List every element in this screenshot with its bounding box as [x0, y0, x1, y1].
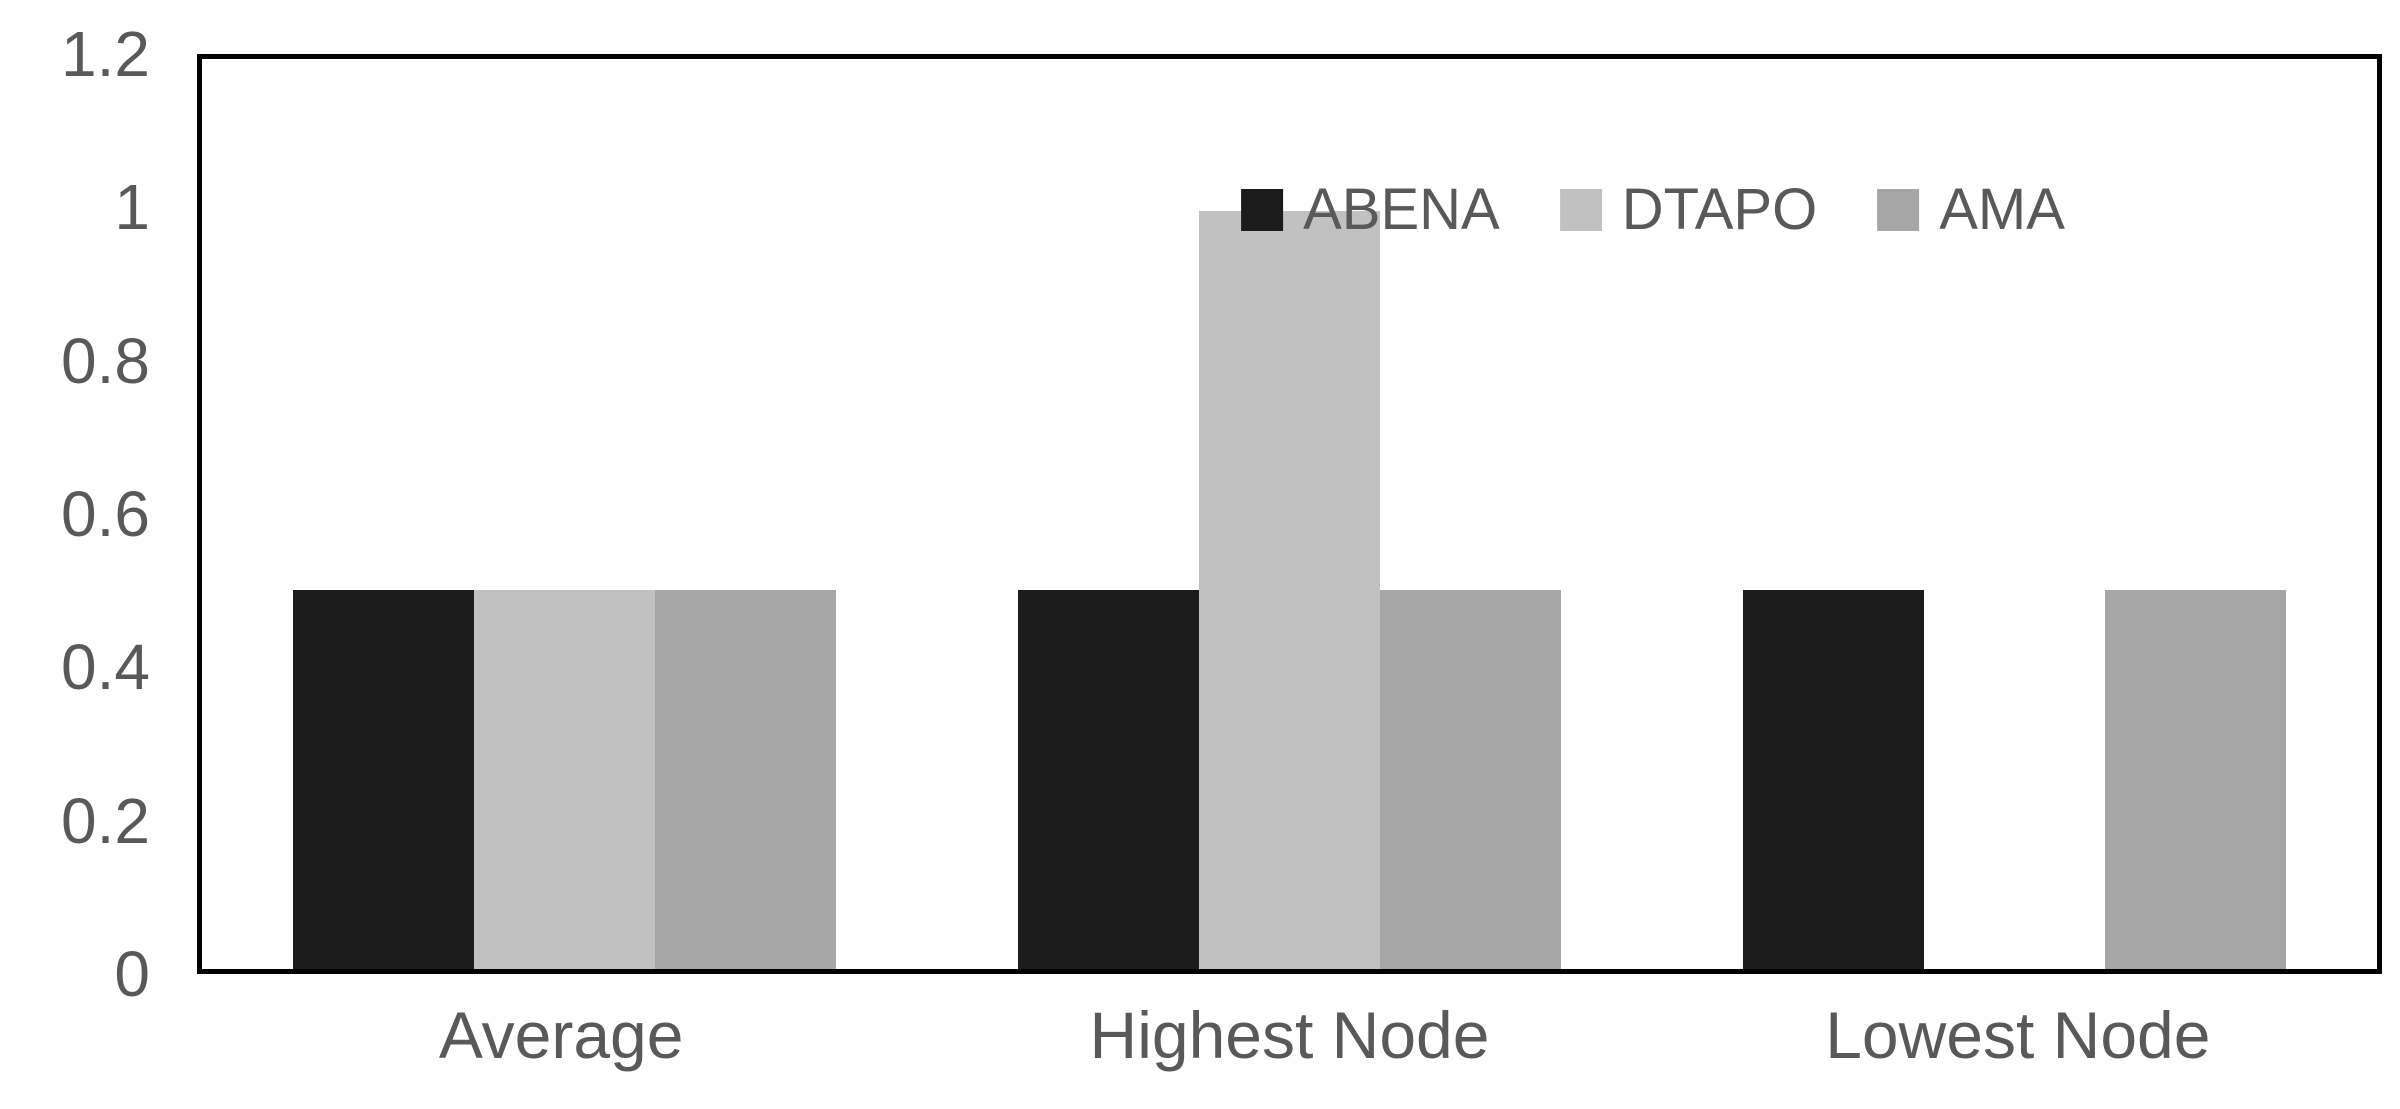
- legend-item-abena: ABENA: [1241, 181, 1500, 239]
- y-tick-label: 0: [114, 938, 150, 1010]
- legend-swatch-icon: [1241, 189, 1284, 231]
- legend-item-ama: AMA: [1877, 181, 2065, 239]
- y-tick-label: 0.2: [61, 784, 150, 857]
- bar-abena-average: [292, 589, 474, 969]
- legend-label: DTAPO: [1621, 177, 1818, 242]
- plot-area: ABENA DTAPO AMA: [197, 54, 2382, 974]
- bar-ama-lowest-node: [2105, 589, 2287, 969]
- bar-abena-highest-node: [1017, 589, 1199, 969]
- x-tick-label: Lowest Node: [1825, 998, 2211, 1072]
- legend-swatch-icon: [1877, 189, 1920, 231]
- bar-ama-average: [655, 589, 837, 969]
- x-tick-label: Highest Node: [1089, 998, 1490, 1072]
- legend-label: ABENA: [1303, 177, 1500, 242]
- chart-legend: ABENA DTAPO AMA: [1241, 181, 2065, 239]
- bar-abena-lowest-node: [1742, 589, 1924, 969]
- legend-item-dtapo: DTAPO: [1559, 177, 1818, 242]
- y-axis-labels: 0 0.2 0.4 0.6 0.8 1 1.2: [0, 22, 150, 1006]
- y-tick-label: 1.2: [61, 18, 150, 90]
- bar-ama-highest-node: [1380, 589, 1562, 969]
- y-tick-label: 1: [114, 171, 150, 244]
- bar-dtapo-highest-node: [1198, 210, 1381, 969]
- bar-dtapo-average: [473, 589, 656, 969]
- y-tick-label: 0.6: [61, 478, 150, 550]
- x-axis-labels: Average Highest Node Lowest Node: [197, 1002, 2382, 1092]
- legend-label: AMA: [1939, 177, 2065, 242]
- legend-swatch-icon: [1559, 189, 1602, 231]
- y-tick-label: 0.4: [61, 631, 150, 704]
- y-tick-label: 0.8: [61, 324, 150, 397]
- bars-layer: [202, 59, 2377, 969]
- x-tick-label: Average: [438, 998, 684, 1072]
